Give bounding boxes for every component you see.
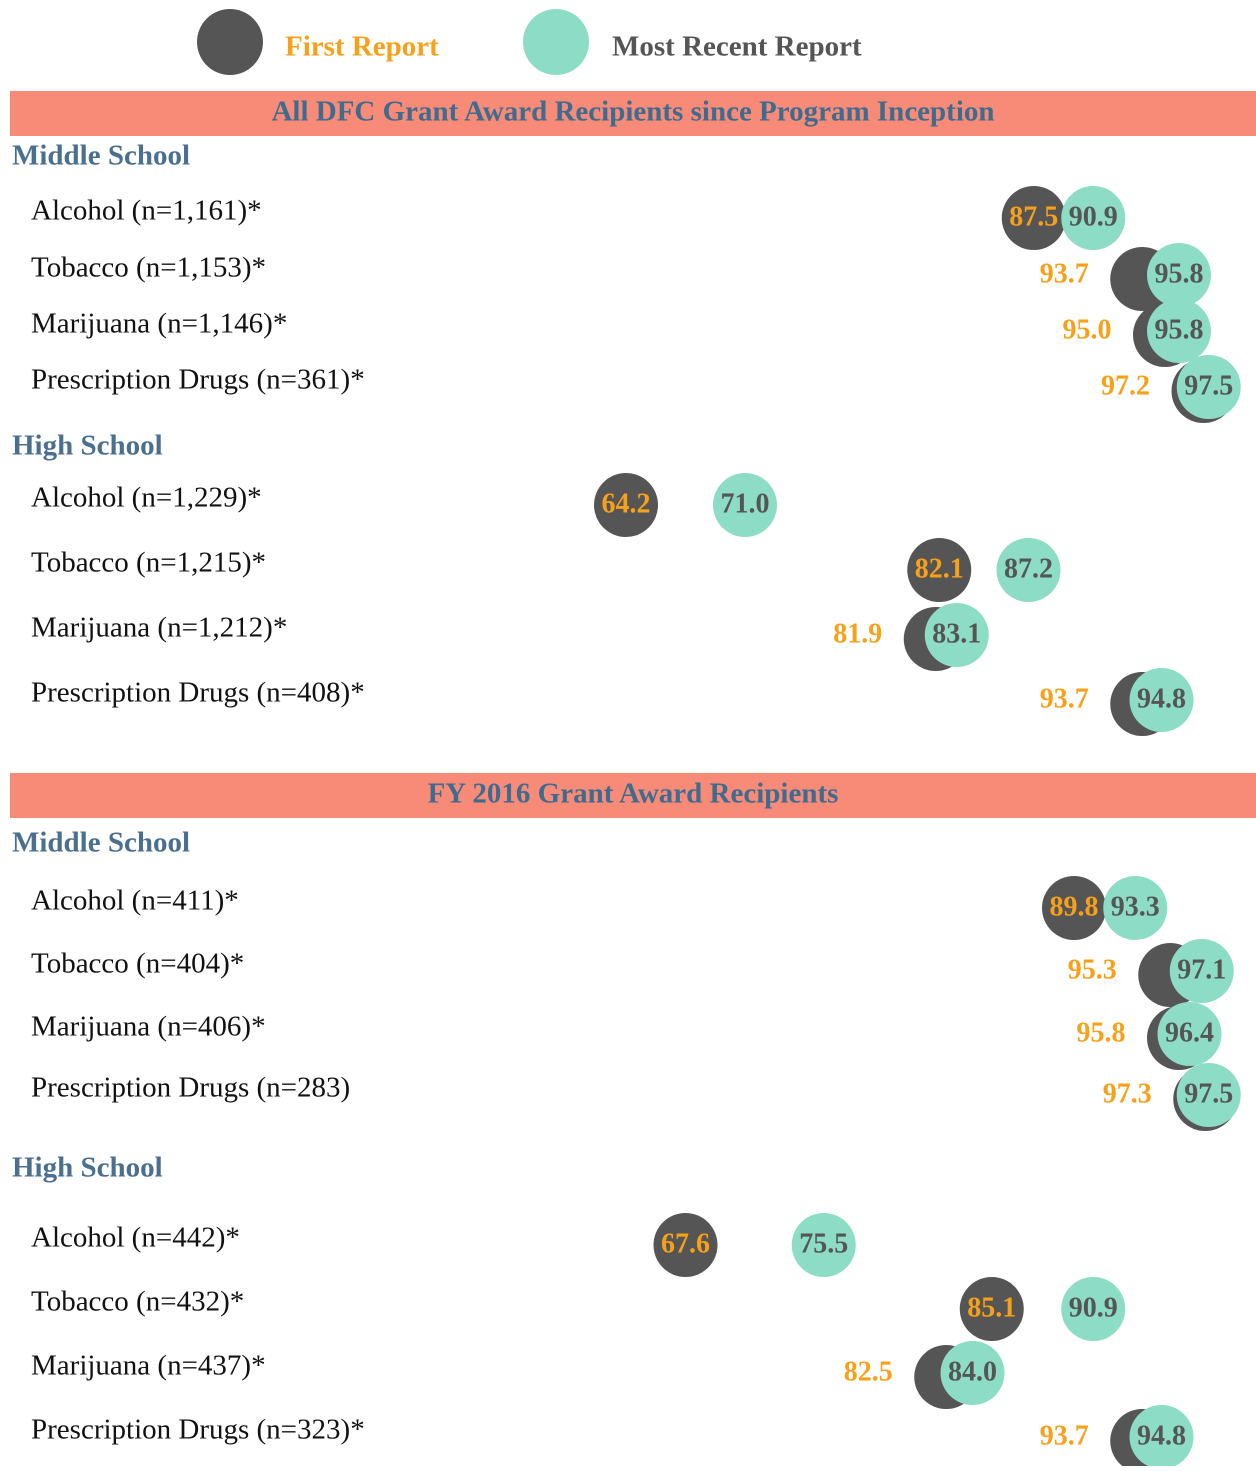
value-label-first: 97.3 <box>1103 1078 1152 1109</box>
dot-recent <box>713 473 777 537</box>
row-label: Marijuana (n=1,146)* <box>31 308 287 340</box>
row-label: Marijuana (n=1,212)* <box>31 612 287 644</box>
dot-first <box>594 473 658 537</box>
row-label: Prescription Drugs (n=323)* <box>31 1414 365 1446</box>
legend-swatch <box>197 9 263 75</box>
group-title: High School <box>12 430 163 462</box>
section-header: All DFC Grant Award Recipients since Pro… <box>271 96 994 128</box>
dot-recent <box>1147 299 1211 363</box>
dot-recent <box>996 538 1061 602</box>
value-label-first: 93.7 <box>1040 1420 1089 1451</box>
dot-recent <box>924 603 989 667</box>
dot-first <box>907 538 972 602</box>
value-label-recent: 96.4 <box>1165 1017 1214 1048</box>
value-label-first: 87.5 <box>1009 201 1058 232</box>
value-label-recent: 93.3 <box>1111 891 1160 922</box>
row-label: Marijuana (n=406)* <box>31 1011 266 1043</box>
value-label-recent: 94.8 <box>1137 1420 1186 1451</box>
dot-recent <box>1061 1277 1126 1341</box>
value-label-first: 82.1 <box>915 553 964 584</box>
dot-recent <box>940 1341 1005 1405</box>
section-header: FY 2016 Grant Award Recipients <box>428 778 839 810</box>
value-label-first: 95.8 <box>1077 1017 1126 1048</box>
value-label-first: 89.8 <box>1050 891 1099 922</box>
row-label: Alcohol (n=1,229)* <box>31 482 262 514</box>
dot-first <box>653 1213 718 1277</box>
value-label-first: 97.2 <box>1101 370 1150 401</box>
legend-label: First Report <box>285 31 439 63</box>
row-label: Alcohol (n=411)* <box>31 885 239 917</box>
dot-recent <box>1176 1063 1241 1127</box>
row-label: Alcohol (n=442)* <box>31 1222 240 1254</box>
row-label: Prescription Drugs (n=408)* <box>31 677 365 709</box>
value-label-recent: 75.5 <box>799 1228 848 1259</box>
value-label-recent: 94.8 <box>1137 683 1186 714</box>
legend-swatch <box>523 9 589 75</box>
value-label-recent: 97.1 <box>1177 954 1226 985</box>
row-label: Tobacco (n=1,215)* <box>31 547 266 579</box>
row-label: Tobacco (n=404)* <box>31 948 244 980</box>
value-label-recent: 90.9 <box>1069 201 1118 232</box>
dot-recent <box>791 1213 856 1277</box>
dot-first <box>959 1277 1024 1341</box>
value-label-recent: 95.8 <box>1155 258 1204 289</box>
value-label-first: 67.6 <box>661 1228 710 1259</box>
section-header-bar <box>10 91 1256 136</box>
dot-first <box>1042 876 1106 940</box>
dot-recent <box>1061 186 1126 250</box>
dot-recent <box>1129 668 1194 732</box>
value-label-recent: 97.5 <box>1184 1078 1233 1109</box>
dot-recent <box>1147 243 1211 307</box>
value-label-first: 93.7 <box>1040 258 1089 289</box>
value-label-first: 95.0 <box>1063 314 1112 345</box>
value-label-recent: 90.9 <box>1069 1292 1118 1323</box>
row-label: Marijuana (n=437)* <box>31 1350 266 1382</box>
dot-recent <box>1169 939 1234 1003</box>
group-title: High School <box>12 1152 163 1184</box>
dot-recent <box>1129 1405 1194 1469</box>
value-label-recent: 95.8 <box>1155 314 1204 345</box>
dot-recent <box>1157 1002 1222 1066</box>
value-label-first: 64.2 <box>602 488 651 519</box>
dot-recent <box>1103 876 1168 940</box>
row-label: Prescription Drugs (n=283) <box>31 1072 350 1104</box>
value-label-first: 95.3 <box>1068 954 1117 985</box>
value-label-recent: 97.5 <box>1184 370 1233 401</box>
value-label-first: 82.5 <box>844 1356 893 1387</box>
value-label-first: 93.7 <box>1040 683 1089 714</box>
value-label-recent: 71.0 <box>721 488 770 519</box>
value-label-first: 85.1 <box>967 1292 1016 1323</box>
value-label-first: 81.9 <box>833 618 882 649</box>
legend-label: Most Recent Report <box>612 31 862 63</box>
value-label-recent: 87.2 <box>1004 553 1053 584</box>
row-label: Tobacco (n=432)* <box>31 1286 244 1318</box>
group-title: Middle School <box>12 827 190 859</box>
row-label: Tobacco (n=1,153)* <box>31 252 266 284</box>
dot-first <box>1001 186 1066 250</box>
value-label-recent: 83.1 <box>932 618 981 649</box>
row-label: Prescription Drugs (n=361)* <box>31 364 365 396</box>
group-title: Middle School <box>12 140 190 172</box>
row-label: Alcohol (n=1,161)* <box>31 195 262 227</box>
section-header-bar <box>10 773 1256 818</box>
value-label-recent: 84.0 <box>948 1356 997 1387</box>
dot-recent <box>1176 355 1241 419</box>
